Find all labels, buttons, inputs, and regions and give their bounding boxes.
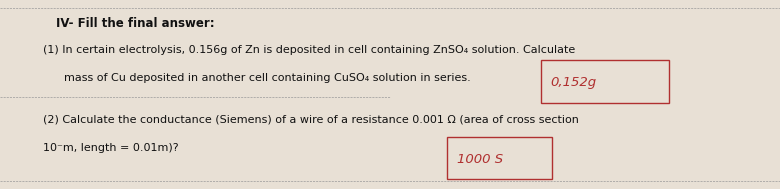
Text: mass of Cu deposited in another cell containing CuSO₄ solution in series.: mass of Cu deposited in another cell con… bbox=[43, 73, 470, 83]
Text: (2) Calculate the conductance (Siemens) of a wire of a resistance 0.001 Ω (area : (2) Calculate the conductance (Siemens) … bbox=[43, 114, 579, 124]
Text: 1000 S: 1000 S bbox=[456, 153, 503, 166]
Text: 0,152g: 0,152g bbox=[550, 76, 597, 89]
Text: IV- Fill the final answer:: IV- Fill the final answer: bbox=[56, 17, 214, 30]
Text: (1) In certain electrolysis, 0.156g of Zn is deposited in cell containing ZnSO₄ : (1) In certain electrolysis, 0.156g of Z… bbox=[43, 45, 575, 55]
Text: 10⁻m, length = 0.01m)?: 10⁻m, length = 0.01m)? bbox=[43, 143, 179, 153]
